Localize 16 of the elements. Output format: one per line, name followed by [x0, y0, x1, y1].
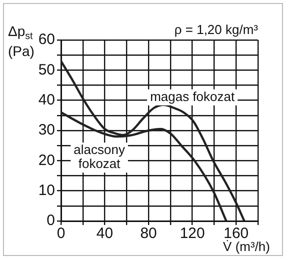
- y-tick-label: 0: [46, 212, 55, 230]
- y-tick-label: 30: [38, 122, 55, 139]
- y-axis-title: Δp$_{st}$ (Pa): [8, 23, 34, 59]
- y-tick-label: 40: [38, 91, 55, 108]
- line-series: [61, 60, 246, 221]
- x-axis-title: V̇ (m³/h): [223, 239, 270, 254]
- series-label: alacsony fokozat: [74, 142, 126, 172]
- y-tick-label: 50: [38, 61, 55, 78]
- chart-subtitle: ρ = 1,20 kg/m³: [174, 22, 258, 37]
- y-tick-label: 20: [38, 152, 55, 169]
- x-tick-label: 40: [96, 225, 114, 242]
- y-tick-label: 10: [38, 182, 55, 199]
- x-tick-label: 80: [140, 225, 157, 242]
- x-tick-label: 120: [180, 225, 205, 242]
- series-label: magas fokozat: [150, 88, 235, 104]
- y-tick-label: 60: [38, 31, 55, 48]
